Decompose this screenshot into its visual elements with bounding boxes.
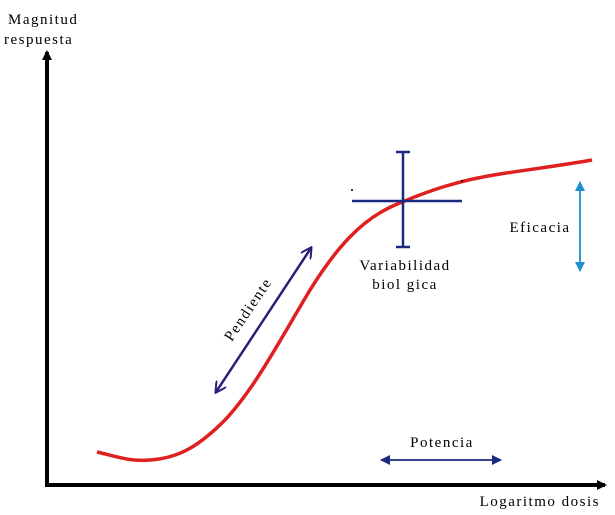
slope-label: Pendiente xyxy=(222,275,276,344)
y-axis-label: Magnitud xyxy=(8,12,78,28)
dose-response-curve xyxy=(96,158,593,463)
variability-label: biol gica xyxy=(372,277,438,293)
x-axis-label: Logaritmo dosis xyxy=(480,494,600,510)
y-axis-label: respuesta xyxy=(4,32,73,48)
dot xyxy=(461,180,463,182)
variability-label: Variabilidad xyxy=(359,258,450,274)
efficacy-label: Eficacia xyxy=(509,220,570,236)
slope-arrow xyxy=(216,248,311,392)
dot xyxy=(351,189,353,191)
potency-label: Potencia xyxy=(410,435,474,451)
